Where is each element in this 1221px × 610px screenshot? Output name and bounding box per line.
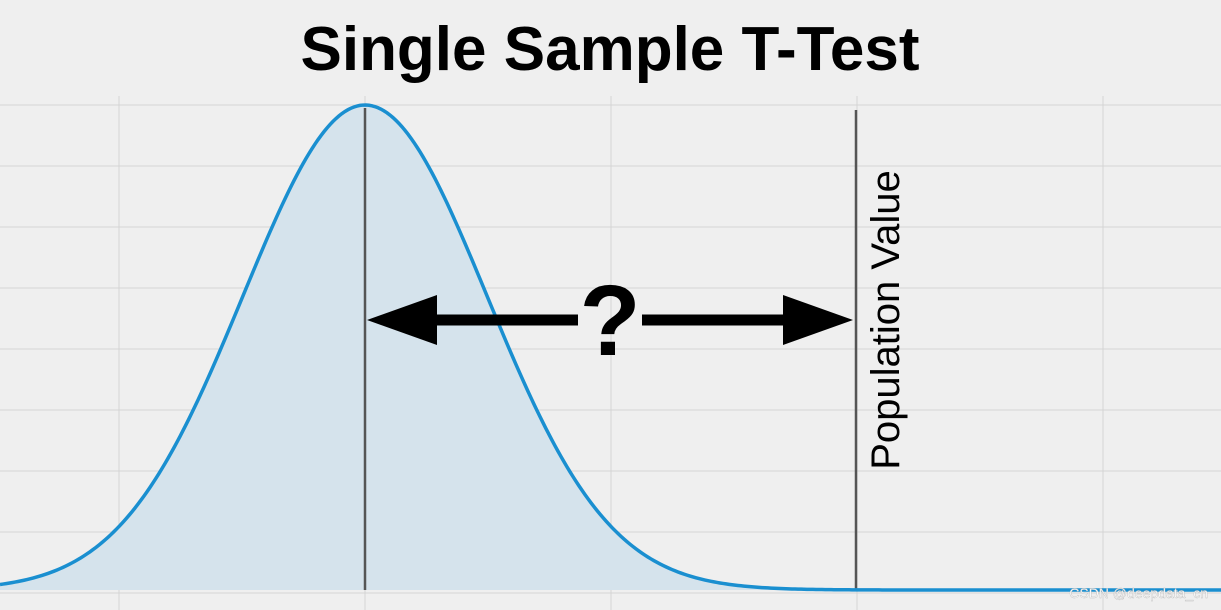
arrow-head bbox=[367, 295, 437, 345]
population-label: Population Value bbox=[864, 170, 908, 470]
question-mark: ? bbox=[579, 265, 640, 377]
title: Single Sample T-Test bbox=[300, 15, 919, 84]
grid bbox=[0, 96, 1221, 610]
distribution-area bbox=[0, 105, 1221, 591]
distribution-curve bbox=[0, 103, 1221, 592]
watermark: CSDN @deepdata_cn bbox=[1069, 585, 1208, 601]
arrow bbox=[367, 295, 853, 345]
arrow-head bbox=[783, 295, 853, 345]
